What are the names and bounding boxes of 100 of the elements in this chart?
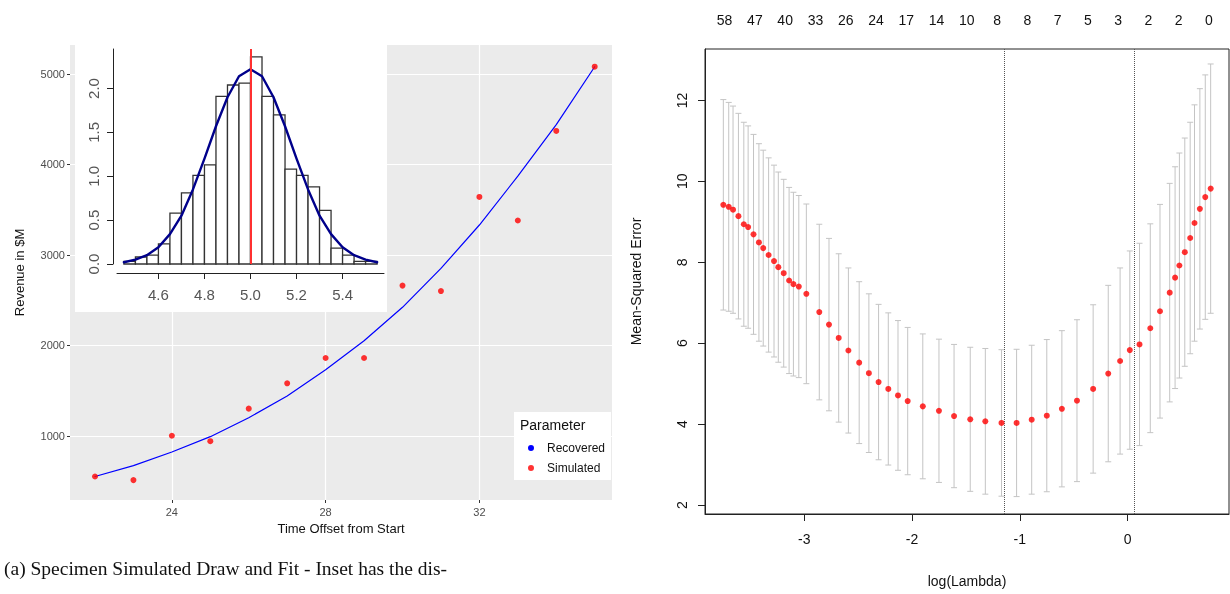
- point: [1202, 194, 1209, 201]
- point: [765, 251, 772, 258]
- point: [720, 201, 727, 208]
- point: [919, 403, 926, 410]
- y-tick-label: 8: [674, 258, 690, 267]
- text: 47: [747, 12, 763, 28]
- point: [760, 245, 767, 252]
- point: [856, 359, 863, 366]
- point: [730, 206, 737, 213]
- x-tick-label: 5.2: [286, 286, 307, 303]
- y-tick-label: 4000: [40, 158, 65, 171]
- point: [437, 288, 444, 295]
- point: [322, 354, 329, 361]
- point: [1166, 289, 1173, 296]
- point: [1181, 249, 1188, 256]
- point: [998, 419, 1005, 426]
- y-tick-label: 1000: [40, 429, 65, 442]
- point: [845, 347, 852, 354]
- point: [1207, 185, 1214, 192]
- text: 26: [837, 12, 854, 28]
- y-tick-label: 2: [674, 501, 690, 509]
- text: 0: [1205, 12, 1214, 28]
- legend-label: Recovered: [547, 441, 606, 455]
- text: (a) Specimen Simulated Draw and Fit - Inset has the dis-: [4, 557, 447, 580]
- point: [514, 217, 521, 224]
- text: 8: [1023, 12, 1032, 28]
- text: 33: [807, 12, 824, 28]
- x-tick-label: 0: [1123, 531, 1132, 547]
- point: [591, 63, 598, 70]
- point: [755, 239, 762, 246]
- point: [553, 127, 560, 134]
- point: [1196, 205, 1203, 212]
- point: [1176, 262, 1183, 269]
- point: [835, 334, 842, 341]
- point: [1117, 358, 1124, 365]
- point: [865, 370, 872, 377]
- point: [91, 473, 98, 480]
- point: [982, 418, 989, 425]
- point: [1136, 341, 1143, 348]
- text: 17: [898, 12, 915, 28]
- point: [1191, 220, 1198, 227]
- x-tick-label: 5.4: [332, 286, 353, 303]
- point: [1073, 397, 1080, 404]
- point: [1147, 325, 1154, 332]
- point: [1043, 412, 1050, 419]
- y-tick-label: 6: [674, 339, 690, 348]
- point: [885, 385, 892, 392]
- x-tick-label: 5.0: [240, 286, 261, 303]
- point: [1013, 419, 1020, 426]
- text: 8: [993, 12, 1002, 28]
- point: [1172, 274, 1179, 281]
- point: [130, 477, 137, 484]
- x-tick-label: 28: [319, 505, 332, 518]
- point: [875, 379, 882, 386]
- point: [790, 281, 797, 288]
- point: [725, 203, 732, 210]
- point: [168, 432, 175, 439]
- point: [775, 264, 782, 271]
- point: [951, 413, 958, 420]
- point: [476, 193, 483, 200]
- text: 24: [868, 12, 884, 28]
- point: [904, 398, 911, 405]
- y-tick-label: 12: [674, 92, 690, 109]
- y-axis-title: Revenue in $M: [12, 228, 27, 317]
- x-tick-label: -1: [1013, 531, 1027, 547]
- legend-label: Simulated: [547, 461, 601, 475]
- y-tick-label: 0.0: [85, 253, 102, 275]
- y-tick-label: 4: [674, 420, 690, 429]
- x-axis-title: Time Offset from Start: [277, 521, 405, 536]
- point: [895, 392, 901, 399]
- point: [780, 270, 787, 277]
- y-tick-label: 0.5: [85, 209, 102, 231]
- point: [786, 277, 793, 284]
- y-axis-title: Mean-Squared Error: [628, 217, 644, 346]
- x-tick-label: 32: [473, 505, 486, 518]
- point: [740, 221, 747, 228]
- point: [361, 354, 368, 361]
- point: [803, 290, 810, 297]
- y-tick-label: 5000: [40, 67, 65, 80]
- point: [735, 213, 742, 220]
- point: [826, 321, 832, 328]
- point: [935, 407, 942, 414]
- point: [399, 282, 406, 289]
- text: 10: [959, 12, 975, 28]
- point: [771, 258, 777, 265]
- point: [1028, 416, 1035, 423]
- point: [1105, 370, 1112, 377]
- point: [1058, 405, 1065, 412]
- x-tick-label: -3: [797, 531, 811, 547]
- text: 7: [1053, 12, 1062, 28]
- point: [745, 224, 752, 231]
- point: [207, 438, 214, 445]
- line-series: [122, 67, 379, 264]
- text: 3: [1114, 12, 1123, 28]
- x-tick-label: 24: [165, 505, 178, 518]
- point: [1187, 235, 1194, 241]
- point: [795, 283, 802, 290]
- point: [1126, 347, 1133, 354]
- y-tick-label: 1.0: [85, 165, 102, 187]
- point: [816, 309, 823, 316]
